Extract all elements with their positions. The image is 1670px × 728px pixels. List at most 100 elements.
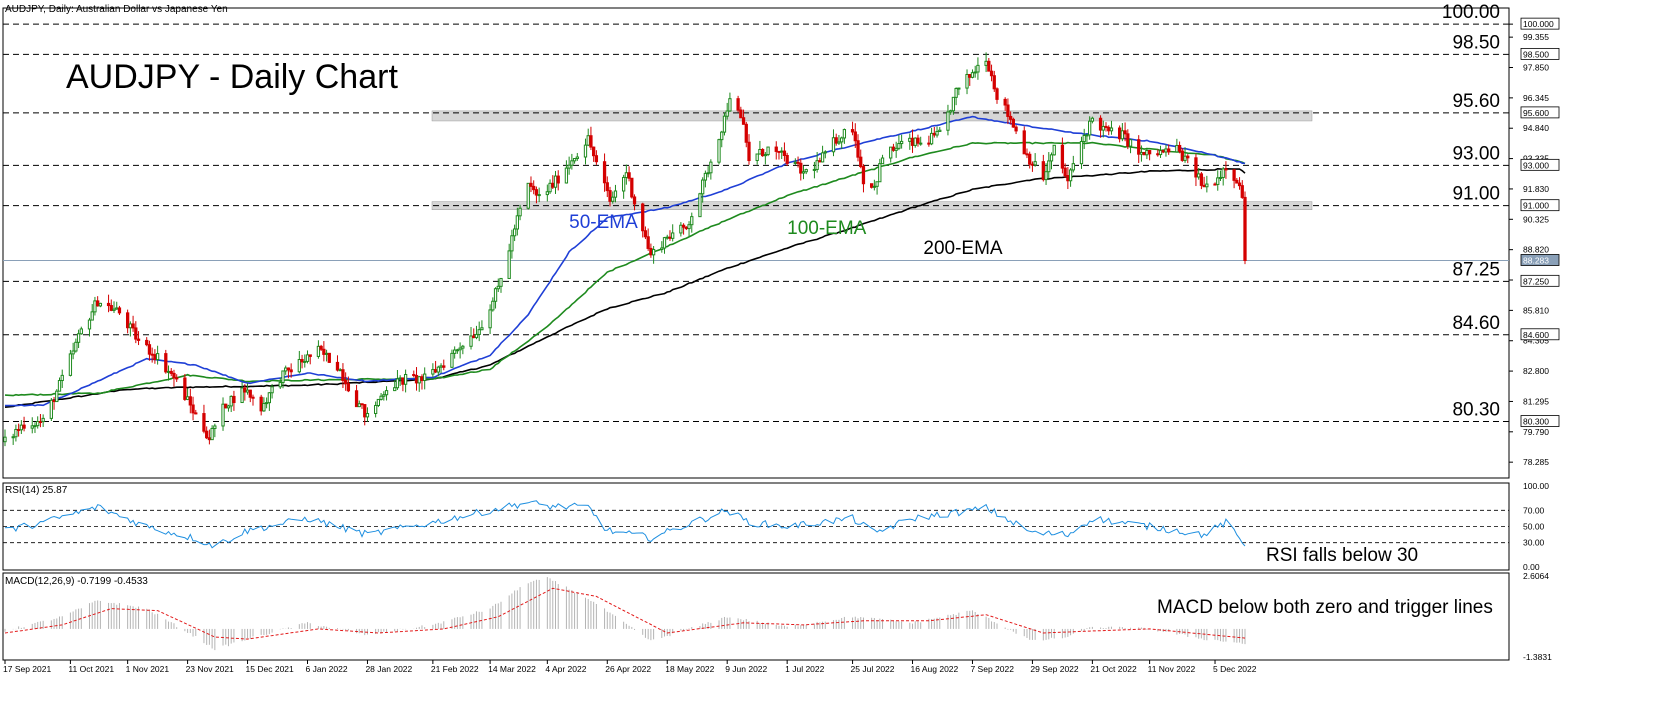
bear-candle [594, 155, 599, 163]
bear-candle [927, 142, 931, 145]
bear-candle [592, 146, 596, 157]
bear-candle [145, 339, 149, 346]
bear-candle [322, 348, 326, 355]
bull-candle [804, 169, 808, 173]
bull-candle [823, 151, 827, 154]
level-label: 100.00 [1442, 2, 1500, 23]
bear-candle [1194, 157, 1198, 178]
bull-candle [365, 412, 370, 418]
bull-candle [1183, 155, 1187, 161]
bull-candle [431, 369, 435, 375]
bear-candle [850, 129, 855, 133]
bull-candle [453, 349, 457, 354]
bull-candle [324, 352, 329, 355]
date-axis-label: 21 Oct 2022 [1090, 664, 1137, 674]
bull-candle [384, 390, 389, 396]
date-axis-label: 15 Dec 2021 [246, 664, 294, 674]
bear-candle [891, 146, 896, 151]
bull-candle [357, 403, 361, 408]
bear-candle [1022, 130, 1026, 155]
date-axis-label: 11 Nov 2022 [1148, 664, 1196, 674]
bull-candle [728, 98, 732, 112]
bull-candle [812, 168, 817, 171]
bull-candle [264, 402, 269, 405]
bear-candle [1025, 153, 1029, 156]
bull-candle [229, 395, 233, 407]
bull-candle [908, 137, 912, 142]
bull-candle [586, 135, 590, 146]
bull-candle [338, 369, 342, 372]
bear-candle [760, 148, 765, 157]
bear-candle [183, 377, 187, 400]
bear-candle [643, 230, 648, 238]
bear-candle [207, 437, 212, 441]
bull-candle [30, 425, 34, 429]
bear-candle [556, 175, 560, 184]
bull-candle [499, 277, 503, 287]
macd-panel-frame [2, 572, 1510, 661]
price-axis-label: 94.840 [1523, 123, 1549, 133]
price-box [1520, 47, 1560, 60]
bear-candle [169, 370, 173, 374]
macd-axis-label: 2.6064 [1523, 571, 1549, 581]
bull-candle [624, 172, 629, 178]
bear-candle [248, 389, 252, 398]
bull-candle [709, 161, 713, 174]
bull-candle [213, 425, 217, 429]
date-axis-label: 4 Apr 2022 [545, 664, 586, 674]
price-axis-label: 91.830 [1523, 184, 1549, 194]
bull-candle [621, 176, 626, 192]
bear-candle [1161, 150, 1165, 153]
bull-candle [537, 194, 541, 197]
bull-candle [780, 150, 784, 153]
level-label: 93.00 [1452, 143, 1500, 164]
bear-candle [632, 196, 637, 205]
bear-candle [853, 131, 857, 142]
bull-candle [128, 323, 133, 329]
bear-candle [668, 236, 672, 239]
price-box-label: 93.000 [1523, 160, 1549, 170]
bull-candle [270, 386, 274, 394]
bear-candle [646, 236, 650, 249]
bull-candle [878, 163, 882, 183]
price-box-label: 91.000 [1523, 201, 1549, 211]
bull-candle [458, 347, 462, 351]
bull-candle [1090, 117, 1095, 122]
bull-candle [894, 147, 898, 151]
bull-candle [303, 360, 307, 363]
bear-candle [433, 369, 438, 373]
bull-candle [572, 158, 577, 162]
bull-candle [875, 181, 879, 187]
level-label: 87.25 [1452, 259, 1500, 280]
bull-candle [949, 110, 953, 113]
bull-candle [1085, 134, 1089, 137]
bull-candle [226, 405, 231, 409]
bear-candle [1237, 182, 1242, 187]
bear-candle [106, 302, 111, 307]
bull-candle [548, 182, 552, 193]
bear-candle [259, 396, 263, 412]
date-axis-label: 18 May 2022 [665, 664, 714, 674]
bear-candle [125, 312, 130, 329]
price-box-label: 100.000 [1523, 19, 1554, 29]
rsi-axis-label: 70.00 [1523, 505, 1545, 515]
bull-candle [957, 87, 961, 90]
date-axis-label: 11 Oct 2021 [68, 664, 114, 674]
bear-candle [782, 150, 787, 156]
bear-candle [834, 137, 838, 144]
bear-candle [684, 226, 688, 230]
bull-candle [801, 171, 806, 174]
bear-candle [289, 369, 293, 373]
bear-candle [932, 132, 936, 136]
ema-label: 100-EMA [787, 218, 867, 239]
bull-candle [706, 172, 710, 175]
bull-candle [665, 236, 669, 239]
bear-candle [360, 403, 364, 406]
level-label: 84.60 [1452, 313, 1500, 334]
bull-candle [567, 164, 571, 169]
bull-candle [1079, 140, 1084, 165]
bear-candle [300, 359, 304, 363]
bear-candle [1107, 126, 1111, 132]
bear-candle [412, 373, 416, 377]
bear-candle [354, 390, 359, 408]
